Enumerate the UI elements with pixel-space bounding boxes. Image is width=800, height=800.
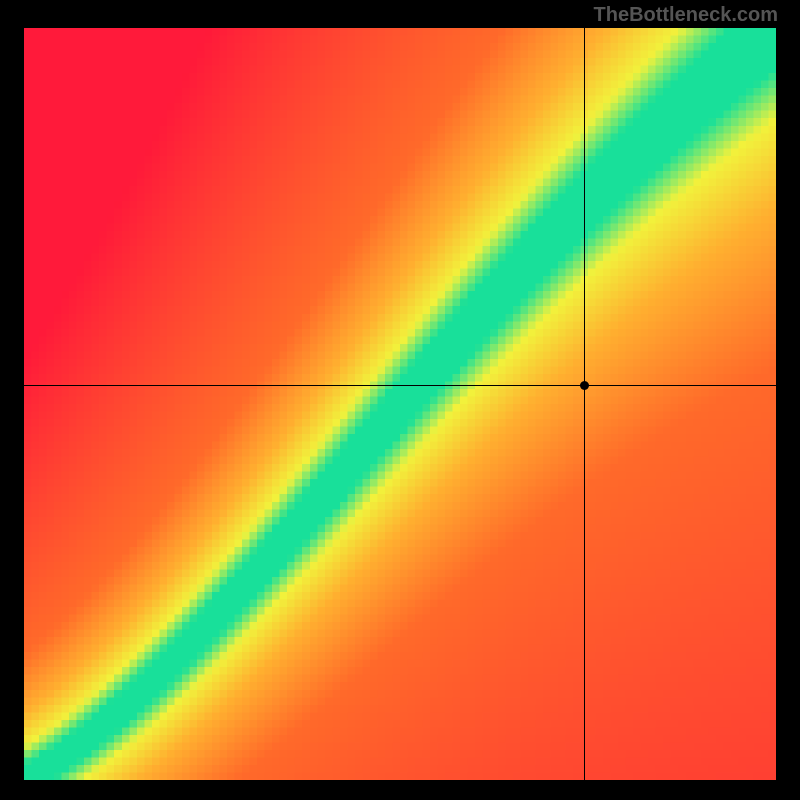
crosshair-marker-dot [580,381,589,390]
chart-container: TheBottleneck.com [0,0,800,800]
heatmap-canvas [24,28,776,780]
crosshair-horizontal [24,385,776,386]
watermark-text: TheBottleneck.com [594,4,778,27]
crosshair-vertical [584,28,585,780]
